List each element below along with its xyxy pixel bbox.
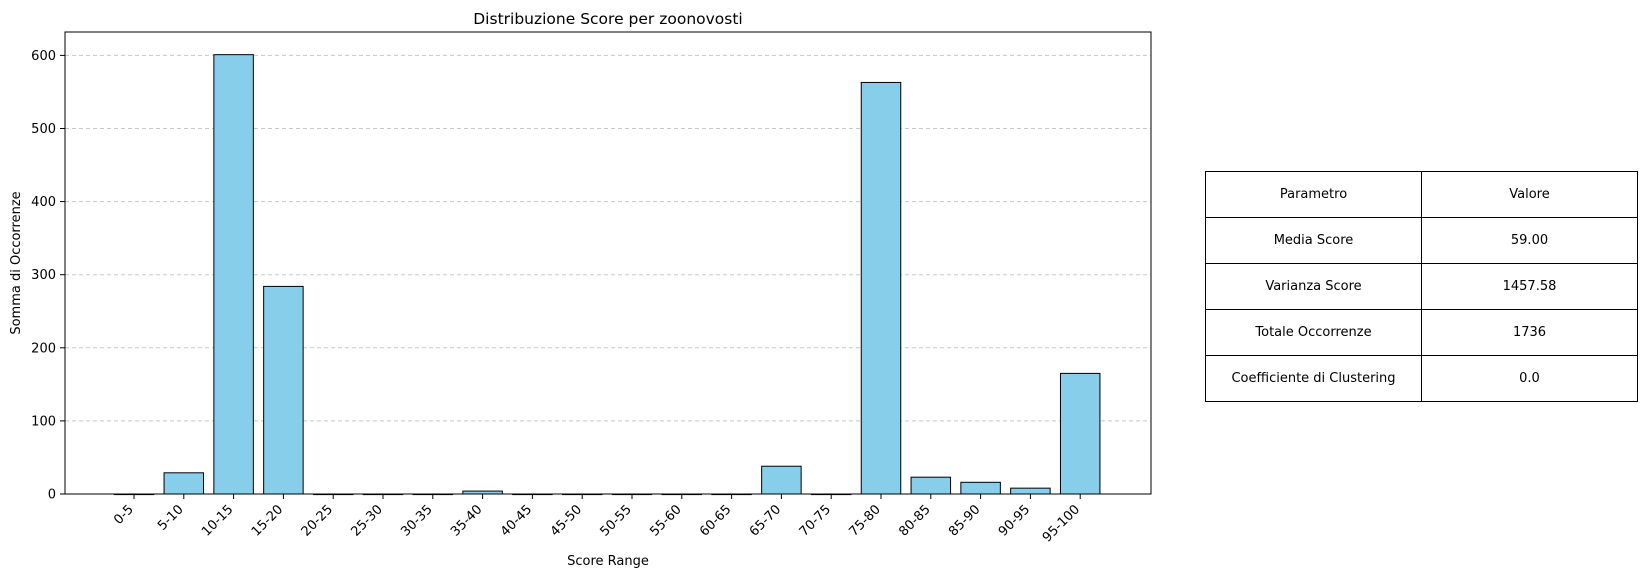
x-tick-label: 0-5 [111,502,137,528]
x-tick-label: 15-20 [249,502,286,539]
x-axis-ticks: 0-5 5-10 10-15 15-20 20-25 25-30 30-35 35-40 40-… [111,494,1083,545]
value-cell: 0.0 [1421,355,1638,402]
bar [960,481,1001,495]
x-tick-label: 55-60 [647,502,684,539]
x-tick-label: 10-15 [199,502,236,539]
x-tick-label: 65-70 [747,502,784,539]
bar [263,285,304,495]
table-row: Varianza Score 1457.58 [1205,263,1638,310]
table-row: Coefficiente di Clustering 0.0 [1205,355,1638,402]
x-tick-label: 75-80 [847,502,884,539]
bar [1059,372,1101,495]
table-header-row: Parametro Valore [1205,171,1638,218]
table-row: Media Score 59.00 [1205,217,1638,264]
y-tick-label: 600 [31,49,56,64]
bars [113,54,1101,496]
x-tick-label: 5-10 [155,502,186,533]
y-tick-label: 0 [48,488,56,503]
bar [860,81,902,495]
y-axis-label: Somma di Occorrenze [9,191,24,334]
x-tick-label: 40-45 [498,502,535,539]
table-row: Totale Occorrenze 1736 [1205,309,1638,356]
table-header-cell: Valore [1421,171,1638,218]
y-tick-label: 500 [31,122,56,137]
value-cell: 59.00 [1421,217,1638,264]
bar [1010,487,1051,495]
x-tick-label: 50-55 [598,502,635,539]
param-cell: Coefficiente di Clustering [1205,355,1422,402]
table-header-cell: Parametro [1205,171,1422,218]
x-tick-label: 45-50 [548,502,585,539]
param-cell: Media Score [1205,217,1422,264]
value-cell: 1736 [1421,309,1638,356]
x-tick-label: 95-100 [1040,502,1083,545]
y-tick-label: 200 [31,341,56,356]
x-tick-label: 70-75 [797,502,834,539]
value-cell: 1457.58 [1421,263,1638,310]
param-cell: Varianza Score [1205,263,1422,310]
y-tick-label: 400 [31,195,56,210]
x-axis-label: Score Range [567,554,649,569]
bar [910,476,952,495]
x-tick-label: 80-85 [896,502,933,539]
plot-frame [64,31,1152,495]
x-tick-label: 85-90 [946,502,983,539]
chart-title: Distribuzione Score per zoonovosti [473,10,743,28]
stats-table: Parametro Valore Media Score 59.00 Varia… [1205,171,1638,402]
x-tick-label: 20-25 [299,502,336,539]
x-tick-label: 30-35 [398,502,435,539]
x-tick-label: 60-65 [697,502,734,539]
x-tick-label: 90-95 [996,502,1033,539]
x-tick-label: 25-30 [349,502,386,539]
y-axis-ticks: 0 100 200 300 400 500 600 [31,49,65,503]
y-tick-label: 100 [31,414,56,429]
y-tick-label: 300 [31,268,56,283]
bar [163,472,205,495]
grid-lines [65,54,1151,422]
bar [213,54,254,495]
x-tick-label: 35-40 [448,502,485,539]
bar [761,465,802,495]
param-cell: Totale Occorrenze [1205,309,1422,356]
